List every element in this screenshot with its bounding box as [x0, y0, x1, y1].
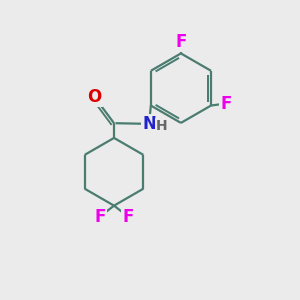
Text: O: O — [87, 88, 101, 106]
Text: F: F — [175, 33, 187, 51]
Text: F: F — [220, 95, 231, 113]
Text: H: H — [156, 119, 167, 133]
Text: N: N — [142, 115, 156, 133]
Text: F: F — [94, 208, 106, 226]
Text: F: F — [122, 208, 134, 226]
